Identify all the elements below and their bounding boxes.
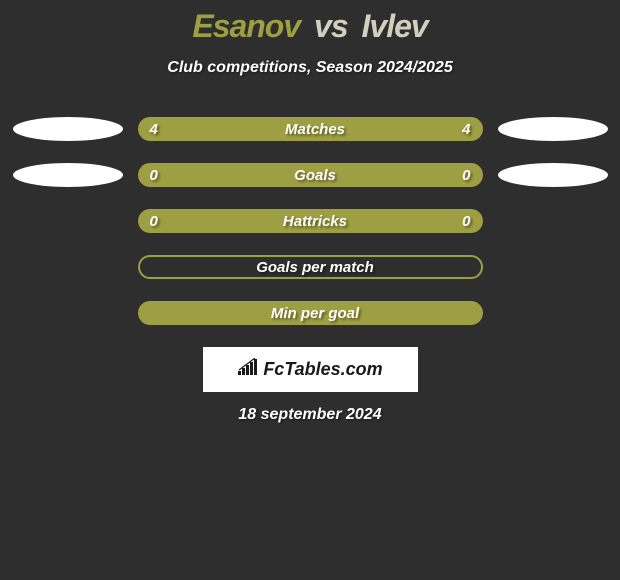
player1-marker — [13, 117, 123, 141]
stat-bar: 0 Goals 0 — [138, 163, 483, 187]
stat-bar: Goals per match — [138, 255, 483, 279]
subtitle: Club competitions, Season 2024/2025 — [0, 59, 620, 77]
logo-text: FcTables.com — [263, 359, 382, 380]
page-title: Esanov vs Ivlev — [0, 8, 620, 45]
stat-label: Hattricks — [273, 213, 347, 230]
stat-label: Goals — [284, 167, 336, 184]
stat-value-right: 0 — [462, 167, 470, 184]
stat-label: Goals per match — [246, 259, 374, 276]
stat-row: 0 Hattricks 0 — [0, 209, 620, 233]
player2-name: Ivlev — [362, 8, 428, 44]
stat-value-right: 4 — [462, 121, 470, 138]
vs-text: vs — [314, 8, 348, 44]
stat-value-left: 0 — [150, 167, 158, 184]
player1-marker — [13, 163, 123, 187]
stat-row: 0 Goals 0 — [0, 163, 620, 187]
player1-name: Esanov — [192, 8, 300, 44]
stat-label: Min per goal — [261, 305, 359, 322]
stat-bar: Min per goal — [138, 301, 483, 325]
player2-marker — [498, 117, 608, 141]
stat-row: 4 Matches 4 — [0, 117, 620, 141]
stat-rows: 4 Matches 4 0 Goals 0 0 Hattricks 0 Goals per mat… — [0, 117, 620, 325]
logo-box: FcTables.com — [203, 347, 418, 392]
stat-value-right: 0 — [462, 213, 470, 230]
player2-marker — [498, 163, 608, 187]
stat-label: Matches — [275, 121, 345, 138]
date: 18 september 2024 — [0, 406, 620, 424]
stat-bar: 4 Matches 4 — [138, 117, 483, 141]
stat-value-left: 4 — [150, 121, 158, 138]
stat-value-left: 0 — [150, 213, 158, 230]
logo: FcTables.com — [237, 358, 382, 381]
stat-row: Goals per match — [0, 255, 620, 279]
stat-row: Min per goal — [0, 301, 620, 325]
barchart-icon — [237, 358, 259, 381]
comparison-widget: Esanov vs Ivlev Club competitions, Seaso… — [0, 0, 620, 424]
stat-bar: 0 Hattricks 0 — [138, 209, 483, 233]
